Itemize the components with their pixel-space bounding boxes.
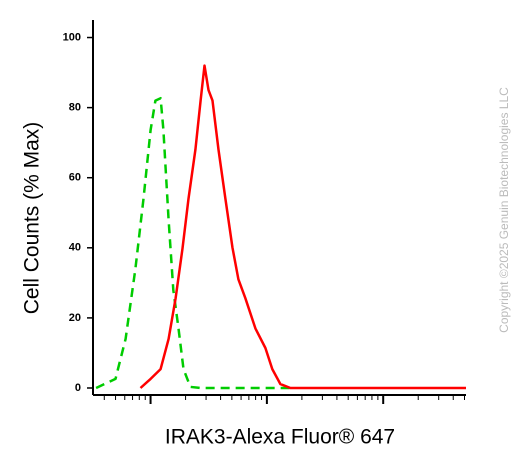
y-tick-label: 60 bbox=[69, 172, 81, 184]
y-tick-label: 100 bbox=[63, 31, 81, 43]
x-axis-label: IRAK3-Alexa Fluor® 647 bbox=[165, 426, 395, 449]
histogram-line bbox=[139, 64, 466, 390]
y-tick-label: 80 bbox=[69, 102, 81, 114]
copyright: Copyright ©2025 Genuin Biotechnologies L… bbox=[497, 87, 511, 333]
y-tick-label: 40 bbox=[69, 242, 81, 254]
y-tick-label: 0 bbox=[75, 382, 81, 394]
y-tick-label: 20 bbox=[69, 312, 81, 324]
y-axis-label: Cell Counts (% Max) bbox=[21, 122, 44, 315]
histogram-line bbox=[95, 96, 291, 390]
